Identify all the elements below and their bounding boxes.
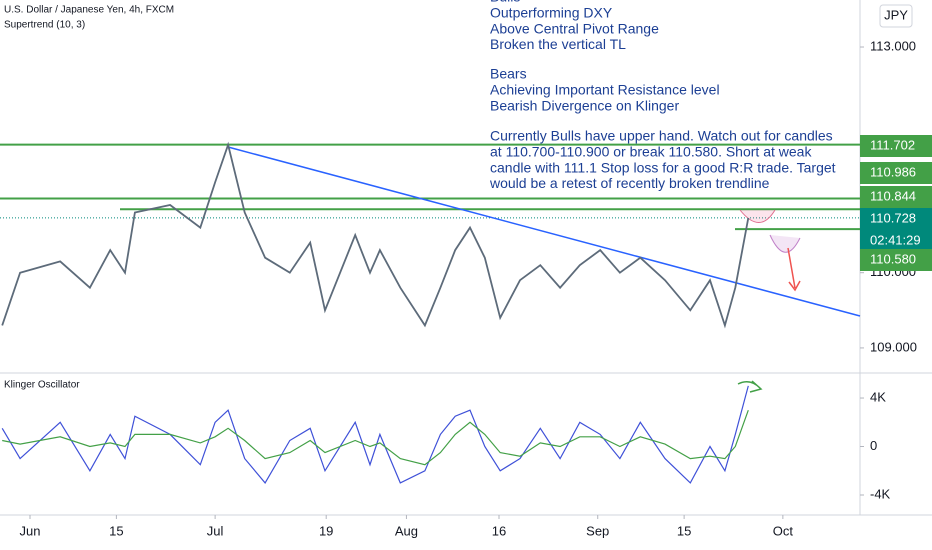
indicator-label: Supertrend (10, 3) — [4, 20, 85, 31]
projection-arc — [739, 209, 776, 223]
trendline — [227, 146, 861, 317]
projection-arc — [769, 234, 801, 253]
symbol-title: U.S. Dollar / Japanese Yen, 4h, FXCM — [4, 5, 174, 16]
x-tick-label: Oct — [773, 523, 794, 538]
x-tick-label: Jul — [207, 523, 224, 538]
annotation-line: Broken the vertical TL — [490, 36, 626, 52]
y-tick-label: 109.000 — [870, 339, 917, 354]
annotation-line: Currently Bulls have upper hand. Watch o… — [490, 128, 833, 144]
x-tick-label: Jun — [20, 523, 41, 538]
oscillator-line — [1, 385, 749, 484]
annotation-line: Outperforming DXY — [490, 5, 613, 21]
x-tick-label: 19 — [319, 523, 333, 538]
price-line — [1, 141, 750, 329]
price-label-box — [860, 135, 932, 157]
projection-arrow — [787, 247, 801, 292]
annotation-line: Bears — [490, 66, 527, 82]
currency[interactable]: JPY — [884, 7, 908, 22]
price-label-box — [860, 186, 932, 208]
annotation-line: Bearish Divergence on Klinger — [490, 97, 679, 113]
price-label-box — [860, 162, 932, 184]
oscillator-label: Klinger Oscillator — [4, 380, 80, 391]
osc-tick-label: 4K — [870, 389, 886, 404]
currency-box[interactable] — [879, 4, 913, 28]
price-label: 110.844 — [870, 188, 916, 203]
price-label: 110.580 — [870, 251, 916, 266]
annotation-line: Above Central Pivot Range — [490, 20, 659, 36]
oscillator-line — [2, 409, 749, 466]
osc-tick-label: -4K — [870, 486, 891, 501]
annotation-line: at 110.700-110.900 or break 110.580. Sho… — [490, 144, 812, 160]
annotation-line: candle with 111.1 Stop loss for a good R… — [490, 159, 836, 175]
price-label: 110.986 — [870, 164, 916, 179]
price-label: 110.728 — [870, 210, 916, 225]
osc-tick-label: 0 — [870, 438, 877, 453]
y-tick-label: 113.000 — [870, 38, 916, 53]
price-label: 111.702 — [870, 137, 915, 152]
annotation-line: would be a retest of recently broken tre… — [489, 175, 770, 191]
x-tick-label: 15 — [677, 523, 691, 538]
countdown: 02:41:29 — [870, 232, 921, 247]
x-tick-label: 15 — [109, 523, 123, 538]
osc-arrow — [737, 380, 763, 393]
annotation-line: Achieving Important Resistance level — [490, 82, 720, 98]
x-tick-label: Aug — [395, 523, 418, 538]
price-label-box — [860, 208, 932, 252]
x-tick-label: Sep — [586, 523, 609, 538]
price-label-box — [860, 249, 932, 271]
x-tick-label: 16 — [492, 523, 506, 538]
annotation-line: Bulls — [490, 0, 520, 5]
